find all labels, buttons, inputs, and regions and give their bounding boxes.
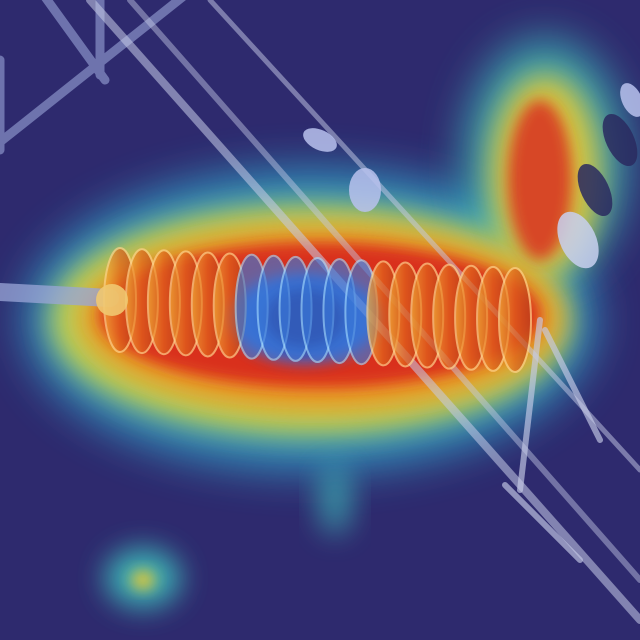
insulator-discs [103,247,532,373]
insulator-disc [498,267,532,373]
hardware-fittings [502,317,603,563]
heat-arm-red [508,100,572,260]
insulator-string [0,247,532,373]
heat-drip [317,465,353,535]
heat-blob-lower-left-core [131,570,155,590]
insulator-rod-left [0,283,119,307]
insulator-end-cap [96,284,128,316]
small-insulators [303,83,640,269]
tower-lattice [0,0,186,155]
